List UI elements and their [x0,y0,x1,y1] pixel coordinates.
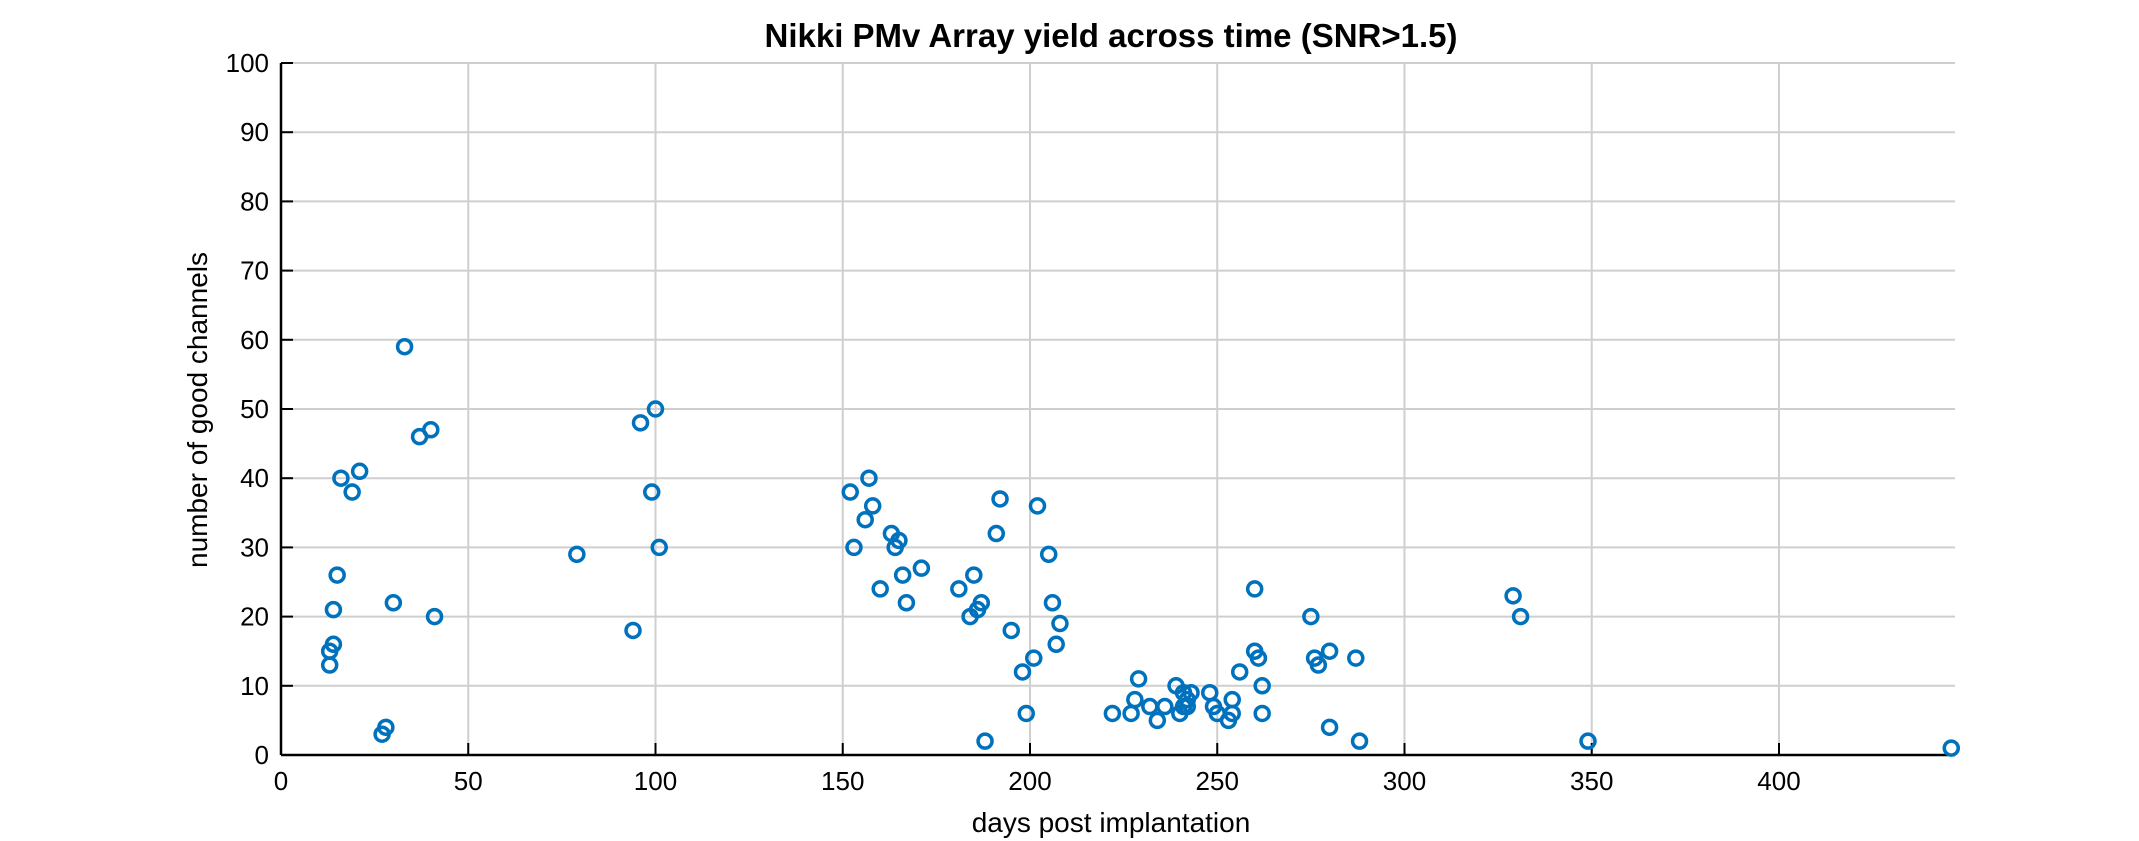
x-tick-label: 250 [1196,766,1239,796]
data-point [1017,704,1035,723]
data-point [1148,711,1167,730]
data-point [1028,497,1047,515]
data-point [1141,697,1159,716]
data-point [860,469,878,487]
y-axis-label: number of good channels [182,252,213,568]
data-point [1320,642,1339,660]
data-point [643,483,661,501]
x-tick-label: 400 [1757,766,1800,796]
data-point [1039,545,1058,564]
x-tick-label: 150 [821,766,864,796]
data-point [1051,614,1069,633]
data-point [384,594,403,612]
data-point [871,580,889,598]
data-point [893,566,912,584]
y-tick-label: 80 [240,186,269,216]
data-point [1230,663,1249,681]
data-point [1103,704,1122,723]
data-point [343,483,361,501]
chart-title: Nikki PMv Array yield across time (SNR>1… [765,17,1458,54]
data-point [1320,718,1339,737]
grid-lines [281,62,1955,755]
y-tick-label: 20 [240,602,269,632]
data-point [395,337,414,356]
y-tick-label: 70 [240,256,269,286]
x-axis-ticks: 0 50 100 150 200 250 300 350 400 [274,743,1801,796]
data-point [324,600,343,619]
data-point [1047,635,1065,654]
data-point [991,490,1009,508]
data-point [1223,690,1241,709]
data-point [1013,663,1032,681]
data-point [332,469,350,487]
x-tick-label: 0 [274,766,288,796]
y-tick-label: 100 [226,48,269,78]
data-point [841,483,859,501]
data-point [425,607,444,626]
data-point [624,621,642,640]
data-point [965,566,983,584]
data-point [324,635,343,654]
x-tick-label: 200 [1008,766,1051,796]
data-point [1350,732,1369,750]
data-point [1182,683,1200,702]
y-tick-label: 40 [240,463,269,493]
x-axis-label: days post implantation [972,807,1251,838]
data-point [350,462,369,481]
data-point [1126,690,1144,709]
x-tick-label: 100 [634,766,677,796]
data-point [987,524,1006,543]
data-point [650,538,668,557]
data-point [1024,649,1043,667]
data-point [1504,587,1522,605]
data-point [1253,704,1271,723]
data-point [646,400,665,418]
data-point [422,421,440,439]
data-point [328,566,346,584]
data-point [912,559,931,577]
y-tick-label: 60 [240,325,269,355]
data-point [897,594,916,612]
y-tick-label: 50 [240,394,269,424]
y-tick-label: 0 [255,740,269,770]
data-point [1579,732,1597,750]
data-point [1309,656,1328,674]
y-tick-label: 90 [240,117,269,147]
data-point [1201,683,1219,702]
data-point [1249,649,1268,667]
data-point [863,497,882,515]
data-point [1942,739,1961,757]
data-point [568,545,586,564]
data-point [856,510,874,529]
data-point [1129,670,1148,688]
data-point [377,718,395,737]
data-point [845,538,863,557]
data-point [972,594,991,612]
data-point [976,732,994,750]
x-tick-label: 50 [454,766,483,796]
y-tick-label: 30 [240,532,269,562]
x-tick-label: 300 [1383,766,1426,796]
data-point [1122,704,1140,723]
data-point [1347,649,1365,667]
data-point [1245,580,1264,598]
data-point [320,656,339,674]
data-point [631,414,650,432]
data-point [1043,594,1062,612]
y-axis-ticks: 0 10 20 30 40 50 60 70 80 90 100 [226,48,293,770]
data-point [1002,621,1021,640]
data-point [1511,607,1530,626]
data-point [1302,607,1320,626]
data-point [950,580,968,598]
data-point [890,531,908,550]
x-tick-label: 350 [1570,766,1613,796]
y-tick-label: 10 [240,671,269,701]
data-point [1253,677,1271,695]
data-points [320,337,1961,757]
data-point [1156,697,1174,716]
